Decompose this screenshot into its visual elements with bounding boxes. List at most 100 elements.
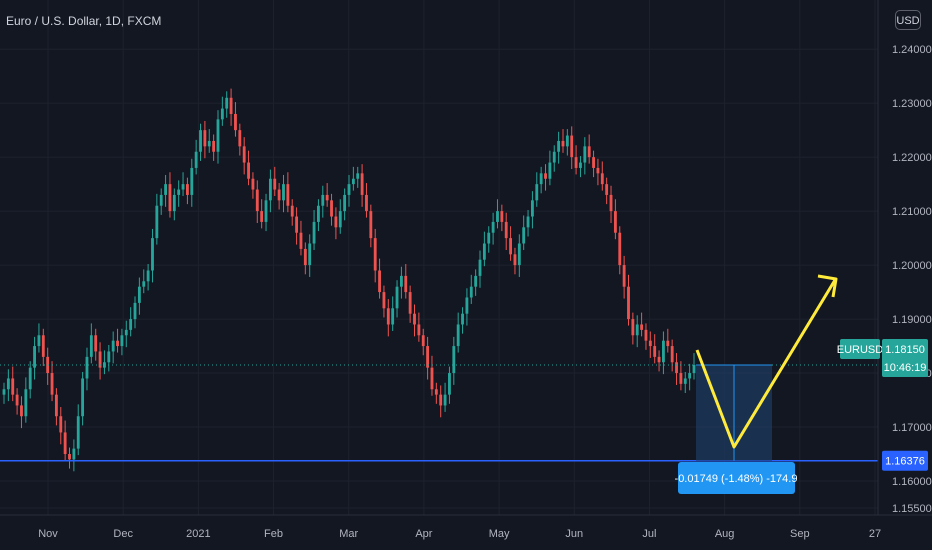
- x-tick-label: Jul: [642, 528, 656, 540]
- candle-body: [570, 135, 574, 158]
- candle-body: [212, 140, 216, 152]
- candles-layer: [2, 88, 696, 472]
- y-tick-label: 1.23000: [892, 98, 932, 110]
- candle-body: [325, 194, 329, 201]
- x-tick-label: Dec: [113, 528, 133, 540]
- candle-body: [640, 324, 644, 330]
- candle-body: [513, 254, 517, 266]
- candle-body: [413, 313, 416, 325]
- candle-body: [622, 265, 626, 287]
- candle-body: [321, 194, 325, 206]
- candle-body: [666, 340, 670, 347]
- candle-body: [635, 324, 639, 336]
- candle-body: [33, 346, 36, 368]
- x-tick-label: Aug: [715, 528, 735, 540]
- candle-body: [474, 275, 478, 287]
- candle-body: [430, 367, 434, 390]
- candle-body: [50, 373, 54, 395]
- candle-body: [229, 97, 233, 114]
- overlay-layer: -0.01749 (-1.48%) -174.9: [0, 274, 878, 494]
- candle-body: [600, 173, 604, 185]
- candle-body: [565, 135, 569, 147]
- candle-body: [679, 373, 683, 384]
- y-tick-label: 1.16000: [892, 476, 932, 488]
- candle-body: [360, 173, 364, 195]
- candle-body: [426, 346, 430, 368]
- candle-body: [46, 356, 50, 374]
- candle-body: [386, 308, 390, 325]
- candle-body: [662, 340, 665, 363]
- candle-body: [308, 243, 312, 266]
- candle-body: [692, 364, 696, 374]
- currency-button[interactable]: USD: [895, 10, 921, 30]
- candle-body: [20, 405, 23, 417]
- candle-body: [482, 243, 486, 260]
- candle-body: [199, 130, 202, 152]
- candle-body: [85, 356, 89, 379]
- candle-body: [24, 389, 28, 417]
- candle-body: [37, 335, 41, 347]
- y-tick-label: 1.22000: [892, 152, 932, 164]
- candle-body: [133, 302, 137, 320]
- candle-body: [194, 151, 198, 168]
- candle-body: [11, 378, 15, 395]
- measure-label-bg: [678, 462, 795, 494]
- y-tick-label: 1.20000: [892, 260, 932, 272]
- candle-body: [225, 97, 229, 109]
- candle-body: [644, 329, 648, 341]
- candle-body: [448, 373, 451, 395]
- candle-body: [574, 157, 578, 168]
- candle-body: [111, 340, 115, 352]
- candle-body: [76, 416, 80, 449]
- candle-body: [268, 178, 272, 201]
- candle-body: [54, 394, 58, 417]
- candle-body: [264, 200, 268, 222]
- candle-body: [137, 286, 141, 303]
- x-tick-label: Mar: [339, 528, 358, 540]
- candle-body: [382, 292, 386, 309]
- candle-body: [539, 173, 543, 185]
- price-tag: [882, 339, 928, 377]
- candle-body: [299, 232, 303, 249]
- y-tick-label: 1.19000: [892, 314, 932, 326]
- candle-body: [675, 362, 678, 374]
- candle-body: [338, 211, 342, 228]
- candle-body: [417, 324, 421, 336]
- candle-body: [181, 184, 185, 190]
- x-tick-label: Apr: [415, 528, 432, 540]
- candle-body: [535, 184, 539, 201]
- candle-body: [317, 205, 320, 222]
- candle-body: [356, 173, 360, 179]
- candle-body: [168, 184, 172, 212]
- candle-body: [59, 416, 63, 433]
- candle-body: [605, 184, 609, 195]
- x-tick-label: Feb: [264, 528, 283, 540]
- candle-body: [98, 351, 102, 368]
- candle-body: [522, 227, 526, 244]
- countdown-value: 10:46:19: [884, 362, 927, 374]
- candle-body: [142, 281, 146, 287]
- candle-body: [544, 173, 547, 179]
- projection-path[interactable]: [695, 279, 837, 449]
- candle-body: [496, 211, 499, 222]
- candle-body: [177, 189, 181, 195]
- price-tag-value: 1.18150: [885, 344, 925, 356]
- candle-body: [434, 389, 438, 395]
- candle-body: [68, 454, 71, 460]
- candle-body: [452, 346, 456, 374]
- candle-body: [220, 108, 224, 120]
- candle-body: [347, 184, 351, 195]
- candle-body: [399, 275, 403, 287]
- candle-body: [303, 248, 307, 266]
- y-tick-label: 1.15500: [892, 503, 932, 515]
- candle-body: [504, 221, 508, 239]
- candle-body: [190, 167, 194, 195]
- chart-title: Euro / U.S. Dollar, 1D, FXCM: [6, 14, 162, 28]
- candle-body: [63, 432, 67, 455]
- candle-body: [465, 297, 469, 314]
- candle-body: [378, 270, 381, 293]
- candle-body: [526, 216, 530, 228]
